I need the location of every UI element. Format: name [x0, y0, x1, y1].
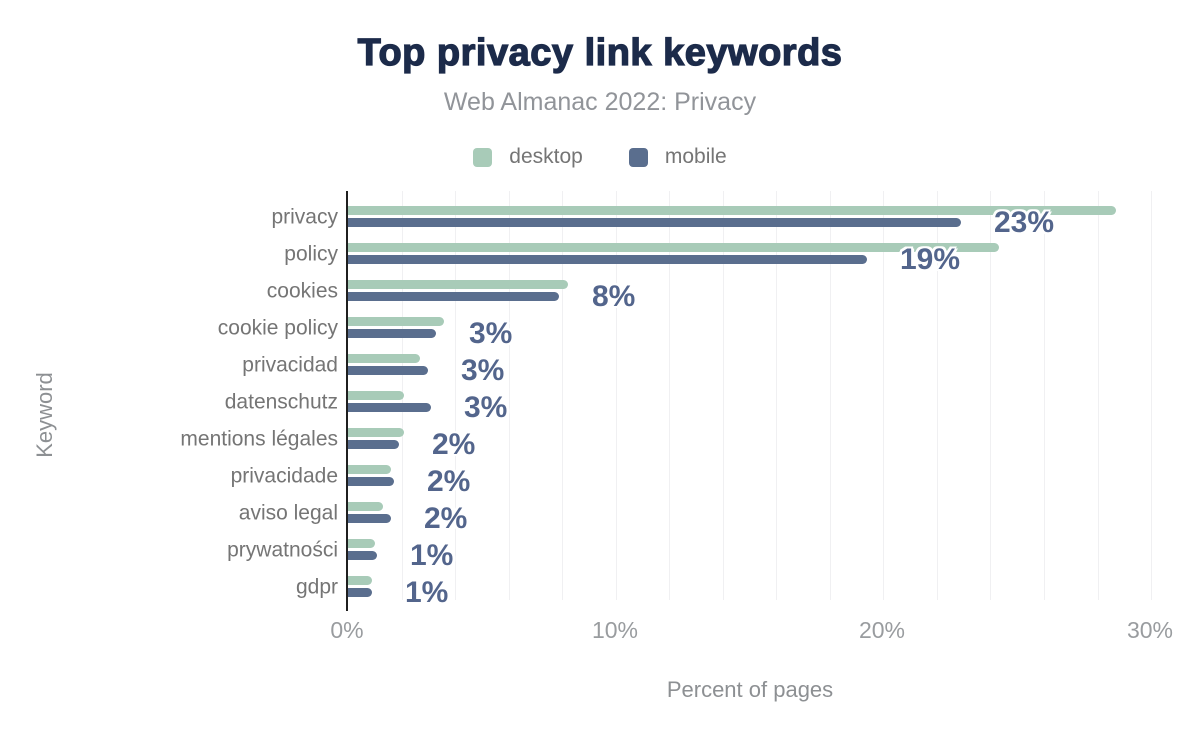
- chart-title: Top privacy link keywords: [357, 31, 843, 74]
- gridline-16pct: [776, 191, 777, 600]
- gridline-22pct: [937, 191, 938, 600]
- desktop-swatch-icon: [473, 147, 493, 167]
- gridline-28pct: [1098, 191, 1099, 600]
- mobile-swatch-icon: [628, 147, 648, 167]
- category-label-aviso-legal: aviso legal: [238, 501, 338, 525]
- bar-desktop-datenschutz: [348, 391, 404, 400]
- bar-mobile-privacidade: [348, 477, 394, 486]
- chart-subtitle: Web Almanac 2022: Privacy: [443, 88, 757, 116]
- x-tick-label-30pct: 30%: [1126, 617, 1174, 643]
- bar-mobile-aviso-legal: [348, 514, 391, 523]
- x-axis-title: Percent of pages: [666, 677, 834, 702]
- gridline-8pct: [562, 191, 563, 600]
- value-label-gdpr: 1%: [405, 575, 449, 609]
- gridline-18pct: [830, 191, 831, 600]
- bar-mobile-mentions-légales: [348, 440, 399, 449]
- bar-desktop-privacidade: [348, 465, 391, 474]
- bar-desktop-aviso-legal: [348, 502, 383, 511]
- value-label-prywatności: 1%: [410, 538, 454, 572]
- value-label-privacidad: 3%: [461, 353, 505, 387]
- value-label-aviso-legal: 2%: [424, 501, 468, 535]
- gridline-12pct: [669, 191, 670, 600]
- y-axis-line: [346, 191, 348, 611]
- x-tick-label-10pct: 10%: [591, 617, 639, 643]
- bar-desktop-cookies: [348, 280, 568, 289]
- gridline-26pct: [1044, 191, 1045, 600]
- category-label-datenschutz: datenschutz: [224, 390, 338, 414]
- bar-desktop-prywatności: [348, 539, 375, 548]
- value-label-cookie-policy: 3%: [469, 316, 513, 350]
- category-label-privacy: privacy: [271, 205, 338, 229]
- bar-mobile-prywatności: [348, 551, 377, 560]
- bar-desktop-privacidad: [348, 354, 420, 363]
- value-label-mentions-légales: 2%: [432, 427, 476, 461]
- gridline-6pct: [509, 191, 510, 600]
- gridline-24pct: [990, 191, 991, 600]
- category-label-privacidade: privacidade: [230, 464, 338, 488]
- bar-mobile-policy: [348, 255, 867, 264]
- gridline-4pct: [455, 191, 456, 600]
- category-label-privacidad: privacidad: [242, 353, 338, 377]
- value-label-cookies: 8%: [592, 279, 636, 313]
- value-label-privacy: 23%: [994, 205, 1055, 239]
- legend-item-desktop: desktop: [473, 145, 583, 169]
- value-label-policy: 19%: [900, 242, 961, 276]
- legend-label-desktop: desktop: [509, 145, 583, 168]
- bar-desktop-cookie-policy: [348, 317, 444, 326]
- bar-mobile-gdpr: [348, 588, 372, 597]
- gridline-10pct: [616, 191, 617, 600]
- bar-mobile-privacidad: [348, 366, 428, 375]
- x-tick-label-0pct: 0%: [330, 617, 364, 643]
- category-label-mentions-légales: mentions légales: [180, 427, 338, 451]
- bar-desktop-mentions-légales: [348, 428, 404, 437]
- gridline-20pct: [883, 191, 884, 600]
- x-tick-label-20pct: 20%: [858, 617, 906, 643]
- bar-desktop-gdpr: [348, 576, 372, 585]
- value-label-datenschutz: 3%: [464, 390, 508, 424]
- bar-desktop-privacy: [348, 206, 1116, 215]
- y-axis-title: Keyword: [32, 372, 57, 458]
- bar-mobile-cookie-policy: [348, 329, 436, 338]
- value-label-privacidade: 2%: [427, 464, 471, 498]
- category-label-cookie-policy: cookie policy: [217, 316, 338, 340]
- category-label-cookies: cookies: [266, 279, 338, 303]
- category-label-prywatności: prywatności: [227, 538, 338, 562]
- legend-label-mobile: mobile: [664, 145, 727, 168]
- bar-desktop-policy: [348, 243, 999, 252]
- legend-item-mobile: mobile: [628, 145, 727, 169]
- legend: desktop mobile: [0, 145, 1200, 169]
- gridline-14pct: [723, 191, 724, 600]
- plot-area: 23% 19% 8% 3% 3% 3% 2% 2% 2% 1% 1%: [348, 191, 1163, 609]
- bar-mobile-privacy: [348, 218, 961, 227]
- category-label-gdpr: gdpr: [295, 575, 338, 599]
- bar-mobile-datenschutz: [348, 403, 431, 412]
- bar-mobile-cookies: [348, 292, 559, 301]
- gridline-30pct: [1151, 191, 1152, 600]
- category-label-policy: policy: [284, 242, 338, 266]
